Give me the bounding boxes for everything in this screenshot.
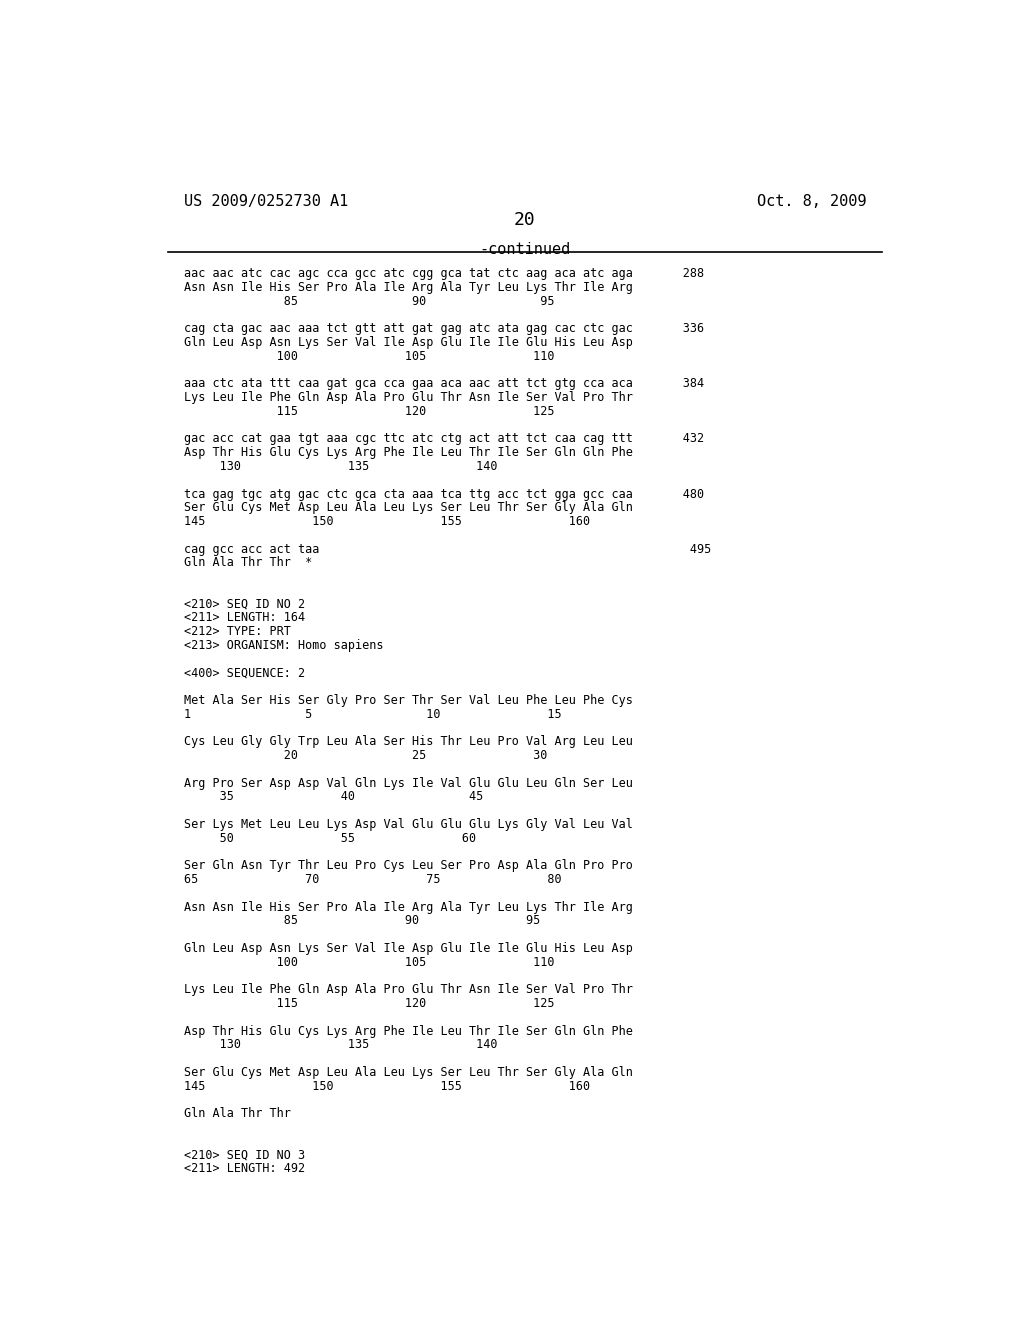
Text: aac aac atc cac agc cca gcc atc cgg gca tat ctc aag aca atc aga       288: aac aac atc cac agc cca gcc atc cgg gca … (183, 267, 703, 280)
Text: 85                90                95: 85 90 95 (183, 294, 554, 308)
Text: Lys Leu Ile Phe Gln Asp Ala Pro Glu Thr Asn Ile Ser Val Pro Thr: Lys Leu Ile Phe Gln Asp Ala Pro Glu Thr … (183, 391, 633, 404)
Text: Arg Pro Ser Asp Asp Val Gln Lys Ile Val Glu Glu Leu Gln Ser Leu: Arg Pro Ser Asp Asp Val Gln Lys Ile Val … (183, 776, 633, 789)
Text: 100               105               110: 100 105 110 (183, 350, 554, 363)
Text: Gln Ala Thr Thr: Gln Ala Thr Thr (183, 1107, 291, 1121)
Text: cag cta gac aac aaa tct gtt att gat gag atc ata gag cac ctc gac       336: cag cta gac aac aaa tct gtt att gat gag … (183, 322, 703, 335)
Text: 20: 20 (514, 211, 536, 230)
Text: Oct. 8, 2009: Oct. 8, 2009 (757, 194, 866, 209)
Text: <210> SEQ ID NO 3: <210> SEQ ID NO 3 (183, 1148, 305, 1162)
Text: <211> LENGTH: 492: <211> LENGTH: 492 (183, 1163, 305, 1175)
Text: 35               40                45: 35 40 45 (183, 791, 482, 804)
Text: 85               90               95: 85 90 95 (183, 915, 540, 928)
Text: 145               150               155               160: 145 150 155 160 (183, 1080, 590, 1093)
Text: 50               55               60: 50 55 60 (183, 832, 476, 845)
Text: Asp Thr His Glu Cys Lys Arg Phe Ile Leu Thr Ile Ser Gln Gln Phe: Asp Thr His Glu Cys Lys Arg Phe Ile Leu … (183, 1024, 633, 1038)
Text: Cys Leu Gly Gly Trp Leu Ala Ser His Thr Leu Pro Val Arg Leu Leu: Cys Leu Gly Gly Trp Leu Ala Ser His Thr … (183, 735, 633, 748)
Text: Gln Leu Asp Asn Lys Ser Val Ile Asp Glu Ile Ile Glu His Leu Asp: Gln Leu Asp Asn Lys Ser Val Ile Asp Glu … (183, 337, 633, 348)
Text: Gln Ala Thr Thr  *: Gln Ala Thr Thr * (183, 556, 311, 569)
Text: <210> SEQ ID NO 2: <210> SEQ ID NO 2 (183, 598, 305, 611)
Text: Ser Gln Asn Tyr Thr Leu Pro Cys Leu Ser Pro Asp Ala Gln Pro Pro: Ser Gln Asn Tyr Thr Leu Pro Cys Leu Ser … (183, 859, 633, 873)
Text: tca gag tgc atg gac ctc gca cta aaa tca ttg acc tct gga gcc caa       480: tca gag tgc atg gac ctc gca cta aaa tca … (183, 487, 703, 500)
Text: Asn Asn Ile His Ser Pro Ala Ile Arg Ala Tyr Leu Lys Thr Ile Arg: Asn Asn Ile His Ser Pro Ala Ile Arg Ala … (183, 281, 633, 294)
Text: 115               120               125: 115 120 125 (183, 997, 554, 1010)
Text: aaa ctc ata ttt caa gat gca cca gaa aca aac att tct gtg cca aca       384: aaa ctc ata ttt caa gat gca cca gaa aca … (183, 378, 703, 391)
Text: -continued: -continued (479, 242, 570, 257)
Text: 1                5                10               15: 1 5 10 15 (183, 708, 561, 721)
Text: cag gcc acc act taa                                                    495: cag gcc acc act taa 495 (183, 543, 711, 556)
Text: 115               120               125: 115 120 125 (183, 405, 554, 418)
Text: Gln Leu Asp Asn Lys Ser Val Ile Asp Glu Ile Ile Glu His Leu Asp: Gln Leu Asp Asn Lys Ser Val Ile Asp Glu … (183, 942, 633, 954)
Text: Ser Glu Cys Met Asp Leu Ala Leu Lys Ser Leu Thr Ser Gly Ala Gln: Ser Glu Cys Met Asp Leu Ala Leu Lys Ser … (183, 1067, 633, 1078)
Text: Asp Thr His Glu Cys Lys Arg Phe Ile Leu Thr Ile Ser Gln Gln Phe: Asp Thr His Glu Cys Lys Arg Phe Ile Leu … (183, 446, 633, 459)
Text: Ser Lys Met Leu Leu Lys Asp Val Glu Glu Glu Lys Gly Val Leu Val: Ser Lys Met Leu Leu Lys Asp Val Glu Glu … (183, 818, 633, 832)
Text: <211> LENGTH: 164: <211> LENGTH: 164 (183, 611, 305, 624)
Text: <212> TYPE: PRT: <212> TYPE: PRT (183, 626, 291, 639)
Text: Lys Leu Ile Phe Gln Asp Ala Pro Glu Thr Asn Ile Ser Val Pro Thr: Lys Leu Ile Phe Gln Asp Ala Pro Glu Thr … (183, 983, 633, 997)
Text: <213> ORGANISM: Homo sapiens: <213> ORGANISM: Homo sapiens (183, 639, 383, 652)
Text: US 2009/0252730 A1: US 2009/0252730 A1 (183, 194, 348, 209)
Text: 130               135               140: 130 135 140 (183, 459, 497, 473)
Text: <400> SEQUENCE: 2: <400> SEQUENCE: 2 (183, 667, 305, 680)
Text: 65               70               75               80: 65 70 75 80 (183, 873, 561, 886)
Text: Asn Asn Ile His Ser Pro Ala Ile Arg Ala Tyr Leu Lys Thr Ile Arg: Asn Asn Ile His Ser Pro Ala Ile Arg Ala … (183, 900, 633, 913)
Text: gac acc cat gaa tgt aaa cgc ttc atc ctg act att tct caa cag ttt       432: gac acc cat gaa tgt aaa cgc ttc atc ctg … (183, 433, 703, 445)
Text: 130               135               140: 130 135 140 (183, 1039, 497, 1052)
Text: Ser Glu Cys Met Asp Leu Ala Leu Lys Ser Leu Thr Ser Gly Ala Gln: Ser Glu Cys Met Asp Leu Ala Leu Lys Ser … (183, 502, 633, 515)
Text: 100               105               110: 100 105 110 (183, 956, 554, 969)
Text: 145               150               155               160: 145 150 155 160 (183, 515, 590, 528)
Text: 20                25               30: 20 25 30 (183, 750, 547, 762)
Text: Met Ala Ser His Ser Gly Pro Ser Thr Ser Val Leu Phe Leu Phe Cys: Met Ala Ser His Ser Gly Pro Ser Thr Ser … (183, 694, 633, 708)
